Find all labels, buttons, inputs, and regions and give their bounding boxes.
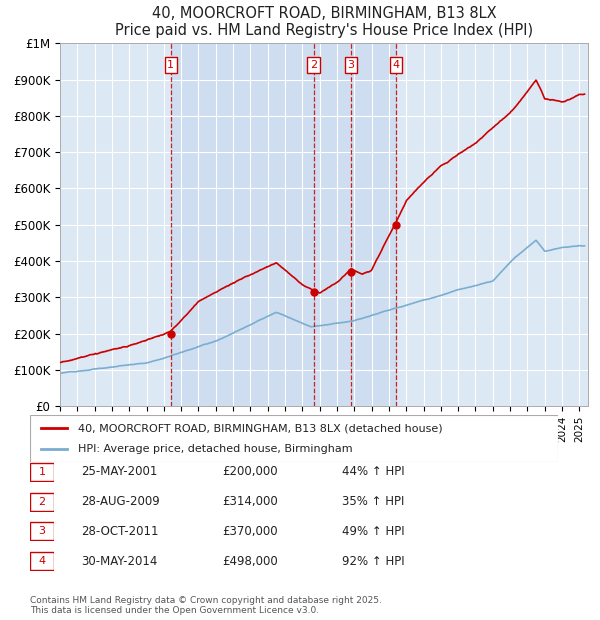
Text: 2: 2 <box>38 497 46 507</box>
Title: 40, MOORCROFT ROAD, BIRMINGHAM, B13 8LX
Price paid vs. HM Land Registry's House : 40, MOORCROFT ROAD, BIRMINGHAM, B13 8LX … <box>115 6 533 38</box>
Text: Contains HM Land Registry data © Crown copyright and database right 2025.
This d: Contains HM Land Registry data © Crown c… <box>30 596 382 615</box>
FancyBboxPatch shape <box>30 463 54 480</box>
Text: 30-MAY-2014: 30-MAY-2014 <box>81 555 157 567</box>
Text: £200,000: £200,000 <box>222 466 278 478</box>
Text: 28-AUG-2009: 28-AUG-2009 <box>81 495 160 508</box>
Text: 1: 1 <box>38 467 46 477</box>
FancyBboxPatch shape <box>30 415 558 462</box>
Text: 44% ↑ HPI: 44% ↑ HPI <box>342 466 404 478</box>
FancyBboxPatch shape <box>30 523 54 540</box>
Text: 35% ↑ HPI: 35% ↑ HPI <box>342 495 404 508</box>
Text: 1: 1 <box>167 60 174 70</box>
Text: 40, MOORCROFT ROAD, BIRMINGHAM, B13 8LX (detached house): 40, MOORCROFT ROAD, BIRMINGHAM, B13 8LX … <box>77 423 442 433</box>
Text: 4: 4 <box>38 556 46 566</box>
Text: 4: 4 <box>392 60 400 70</box>
Text: 49% ↑ HPI: 49% ↑ HPI <box>342 525 404 538</box>
Text: HPI: Average price, detached house, Birmingham: HPI: Average price, detached house, Birm… <box>77 444 352 454</box>
Text: £314,000: £314,000 <box>222 495 278 508</box>
Text: 25-MAY-2001: 25-MAY-2001 <box>81 466 157 478</box>
Text: 28-OCT-2011: 28-OCT-2011 <box>81 525 158 538</box>
FancyBboxPatch shape <box>30 493 54 510</box>
Text: 2: 2 <box>310 60 317 70</box>
Bar <box>171 43 314 406</box>
Text: 3: 3 <box>38 526 46 536</box>
Bar <box>314 43 396 406</box>
FancyBboxPatch shape <box>30 552 54 570</box>
Text: 92% ↑ HPI: 92% ↑ HPI <box>342 555 404 567</box>
Text: £498,000: £498,000 <box>222 555 278 567</box>
Text: 3: 3 <box>347 60 355 70</box>
Text: £370,000: £370,000 <box>222 525 278 538</box>
